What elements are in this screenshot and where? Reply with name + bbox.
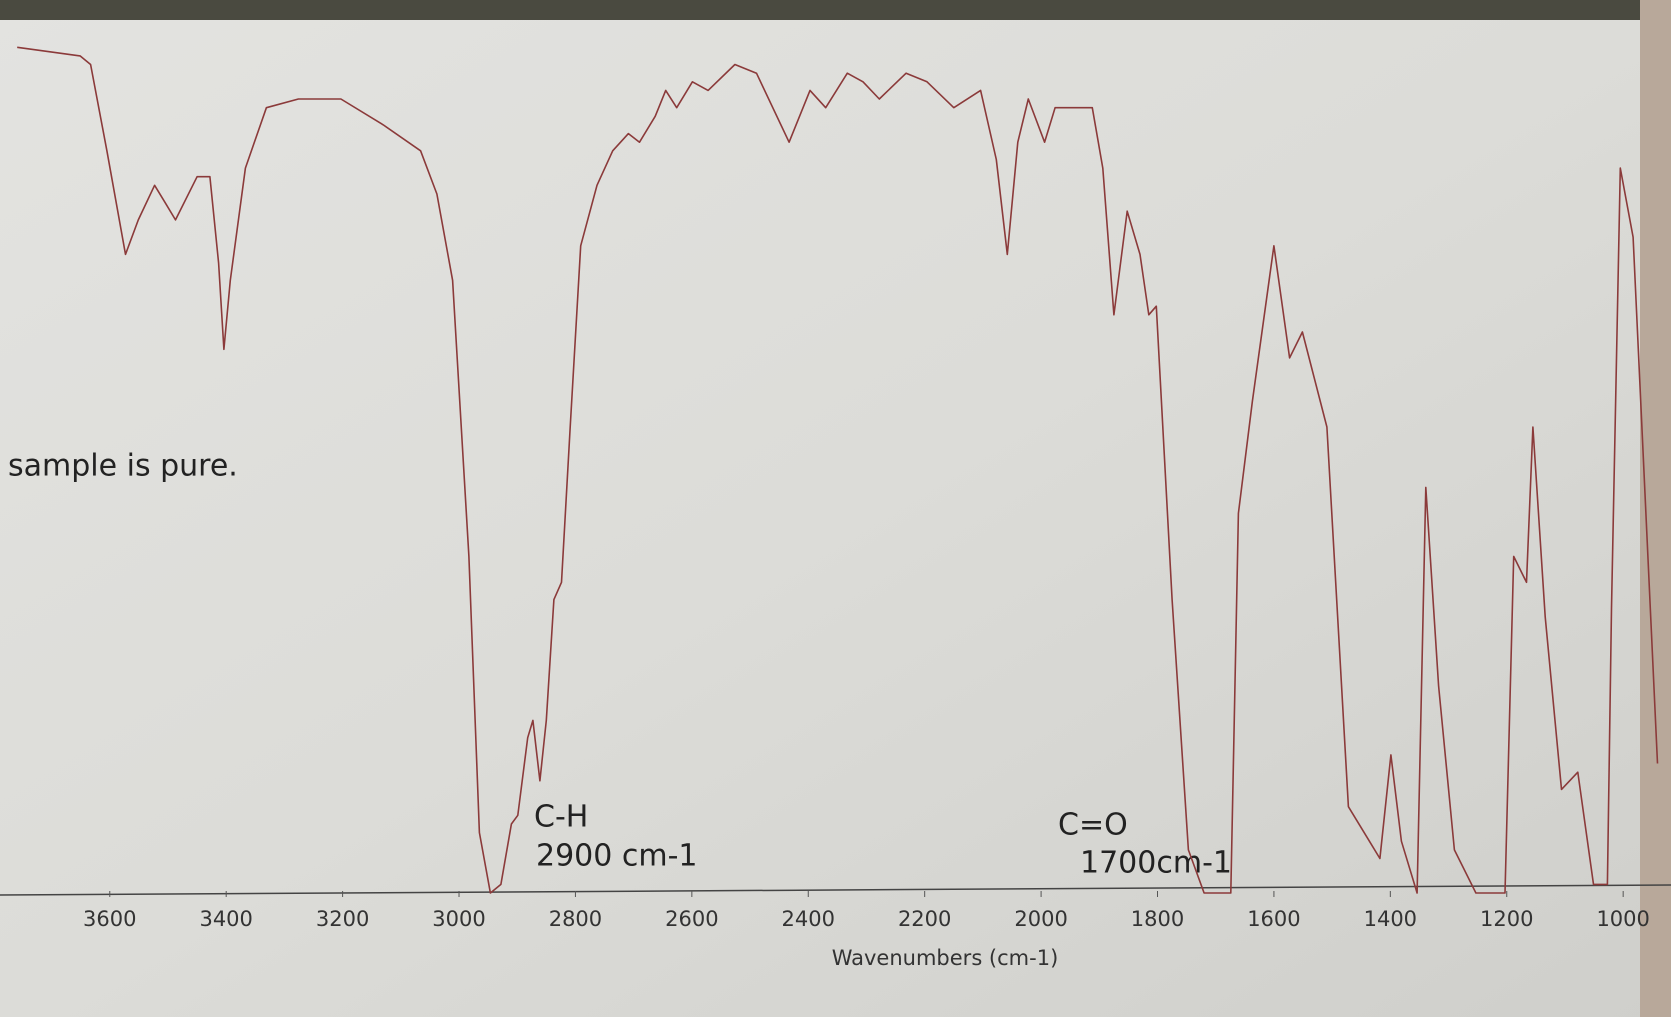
x-tick-label: 2800: [549, 907, 602, 931]
annotation: 1700cm-1: [1080, 846, 1232, 881]
x-tick-label: 1800: [1131, 907, 1184, 931]
annotation: C=O: [1058, 808, 1128, 843]
top-edge: [0, 0, 1671, 20]
x-axis: [0, 884, 1671, 896]
annotation: sample is pure.: [8, 449, 238, 484]
x-tick-label: 3000: [432, 907, 485, 931]
x-tick-label: 3200: [316, 907, 369, 931]
x-tick-label: 1600: [1247, 907, 1300, 931]
x-tick-label: 3600: [83, 907, 136, 931]
annotation: C-H: [534, 800, 588, 835]
x-axis-label: Wavenumbers (cm-1): [832, 946, 1059, 970]
right-edge: [1640, 0, 1671, 1017]
x-tick-label: 1000: [1596, 907, 1649, 931]
x-tick-label: 2200: [898, 907, 951, 931]
spectrum-line: [17, 46, 1659, 894]
x-tick-label: 2000: [1014, 907, 1067, 931]
x-tick-label: 3400: [199, 907, 252, 931]
x-tick-label: 2600: [665, 907, 718, 931]
x-tick-label: 1400: [1364, 907, 1417, 931]
x-tick-label: 1200: [1480, 907, 1533, 931]
x-tick-label: 2400: [782, 907, 835, 931]
annotation: 2900 cm-1: [536, 839, 698, 874]
